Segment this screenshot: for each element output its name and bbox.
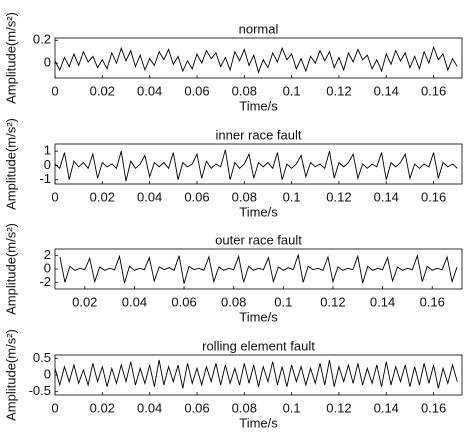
x-tick-label: 0.06: [184, 189, 209, 204]
plot-area: [59, 253, 458, 284]
subplot-title: rolling element fault: [202, 338, 315, 353]
plot-area: [55, 359, 458, 389]
signal-line: [59, 253, 458, 284]
x-tick-label: 0.16: [421, 400, 446, 415]
x-tick-label: 0.06: [184, 400, 209, 415]
plot-area: [55, 149, 458, 182]
x-tick-label: 0.06: [184, 83, 209, 98]
x-tick-label: 0.14: [374, 189, 399, 204]
subplot-title: normal: [239, 21, 279, 36]
x-tick-label: 0.16: [421, 83, 446, 98]
y-axis-label: Amplitude(m/s²): [3, 223, 18, 315]
x-tick-label: 0.16: [421, 189, 446, 204]
y-axis-label: Amplitude(m/s²): [3, 12, 18, 104]
signal-line: [55, 359, 458, 389]
x-tick-label: 0: [51, 83, 58, 98]
y-tick-label: 0: [44, 157, 51, 172]
subplot: rolling element fault 0 0.02 0.04 0.06 0.08 0.…: [3, 329, 463, 430]
x-tick-label: 0.02: [72, 294, 97, 309]
signal-line: [55, 45, 458, 74]
y-tick-label: 0.5: [33, 350, 51, 365]
x-tick-label: 0: [51, 400, 58, 415]
x-axis-label: Time/s: [239, 204, 278, 219]
x-tick-label: 0.04: [137, 400, 162, 415]
x-tick-label: 0.1: [283, 189, 301, 204]
x-tick-label: 0.04: [137, 83, 162, 98]
axes-box: [54, 354, 463, 396]
x-tick-label: 0.1: [283, 83, 301, 98]
x-tick-label: 0.04: [122, 294, 147, 309]
y-tick-label: -1: [39, 171, 51, 186]
x-tick-label: 0.14: [374, 83, 399, 98]
x-tick-label: 0.12: [326, 400, 351, 415]
signal-line: [55, 149, 458, 182]
y-tick-label: 0: [44, 260, 51, 275]
plot-area: [55, 45, 458, 74]
y-tick-label: 0.2: [33, 32, 51, 47]
y-axis-label: Amplitude(m/s²): [3, 329, 18, 421]
x-tick-label: 0: [51, 189, 58, 204]
x-tick-label: 0.08: [232, 189, 257, 204]
x-tick-label: 0.02: [90, 400, 115, 415]
subplot-title: inner race fault: [216, 127, 302, 142]
subplot: normal 0 0.02 0.04 0.06 0.08 0.1 0.12 0.14 0.16 0 0…: [3, 12, 463, 113]
x-tick-label: 0.1: [283, 400, 301, 415]
y-axis-label: Amplitude(m/s²): [3, 118, 18, 210]
x-tick-label: 0.06: [171, 294, 196, 309]
subplot: outer race fault 0.02 0.04 0.06 0.08 0.1 0.12 0…: [3, 223, 463, 324]
x-tick-label: 0.08: [232, 83, 257, 98]
y-tick-label: 0: [44, 366, 51, 381]
x-axis-label: Time/s: [239, 309, 278, 324]
x-tick-label: 0.04: [137, 189, 162, 204]
y-tick-label: -0.5: [29, 383, 51, 398]
axes-box: [54, 37, 463, 79]
x-tick-label: 0.12: [326, 83, 351, 98]
y-tick-label: 0: [44, 55, 51, 70]
y-tick-label: 2: [44, 247, 51, 262]
x-tick-label: 0.12: [320, 294, 345, 309]
y-tick-label: -2: [39, 274, 51, 289]
x-tick-label: 0.02: [90, 83, 115, 98]
x-axis-label: Time/s: [239, 415, 278, 430]
x-tick-label: 0.16: [420, 294, 445, 309]
x-tick-label: 0.14: [370, 294, 395, 309]
subplot: inner race fault 0 0.02 0.04 0.06 0.08 0.1 0.12…: [3, 118, 463, 219]
x-tick-label: 0.12: [326, 189, 351, 204]
x-tick-label: 0.1: [274, 294, 292, 309]
y-tick-label: 1: [44, 143, 51, 158]
x-tick-label: 0.08: [232, 400, 257, 415]
subplot-title: outer race fault: [215, 232, 302, 247]
axes-box: [54, 143, 463, 185]
x-tick-label: 0.02: [90, 189, 115, 204]
x-tick-label: 0.08: [221, 294, 246, 309]
x-tick-label: 0.14: [374, 400, 399, 415]
x-axis-label: Time/s: [239, 98, 278, 113]
